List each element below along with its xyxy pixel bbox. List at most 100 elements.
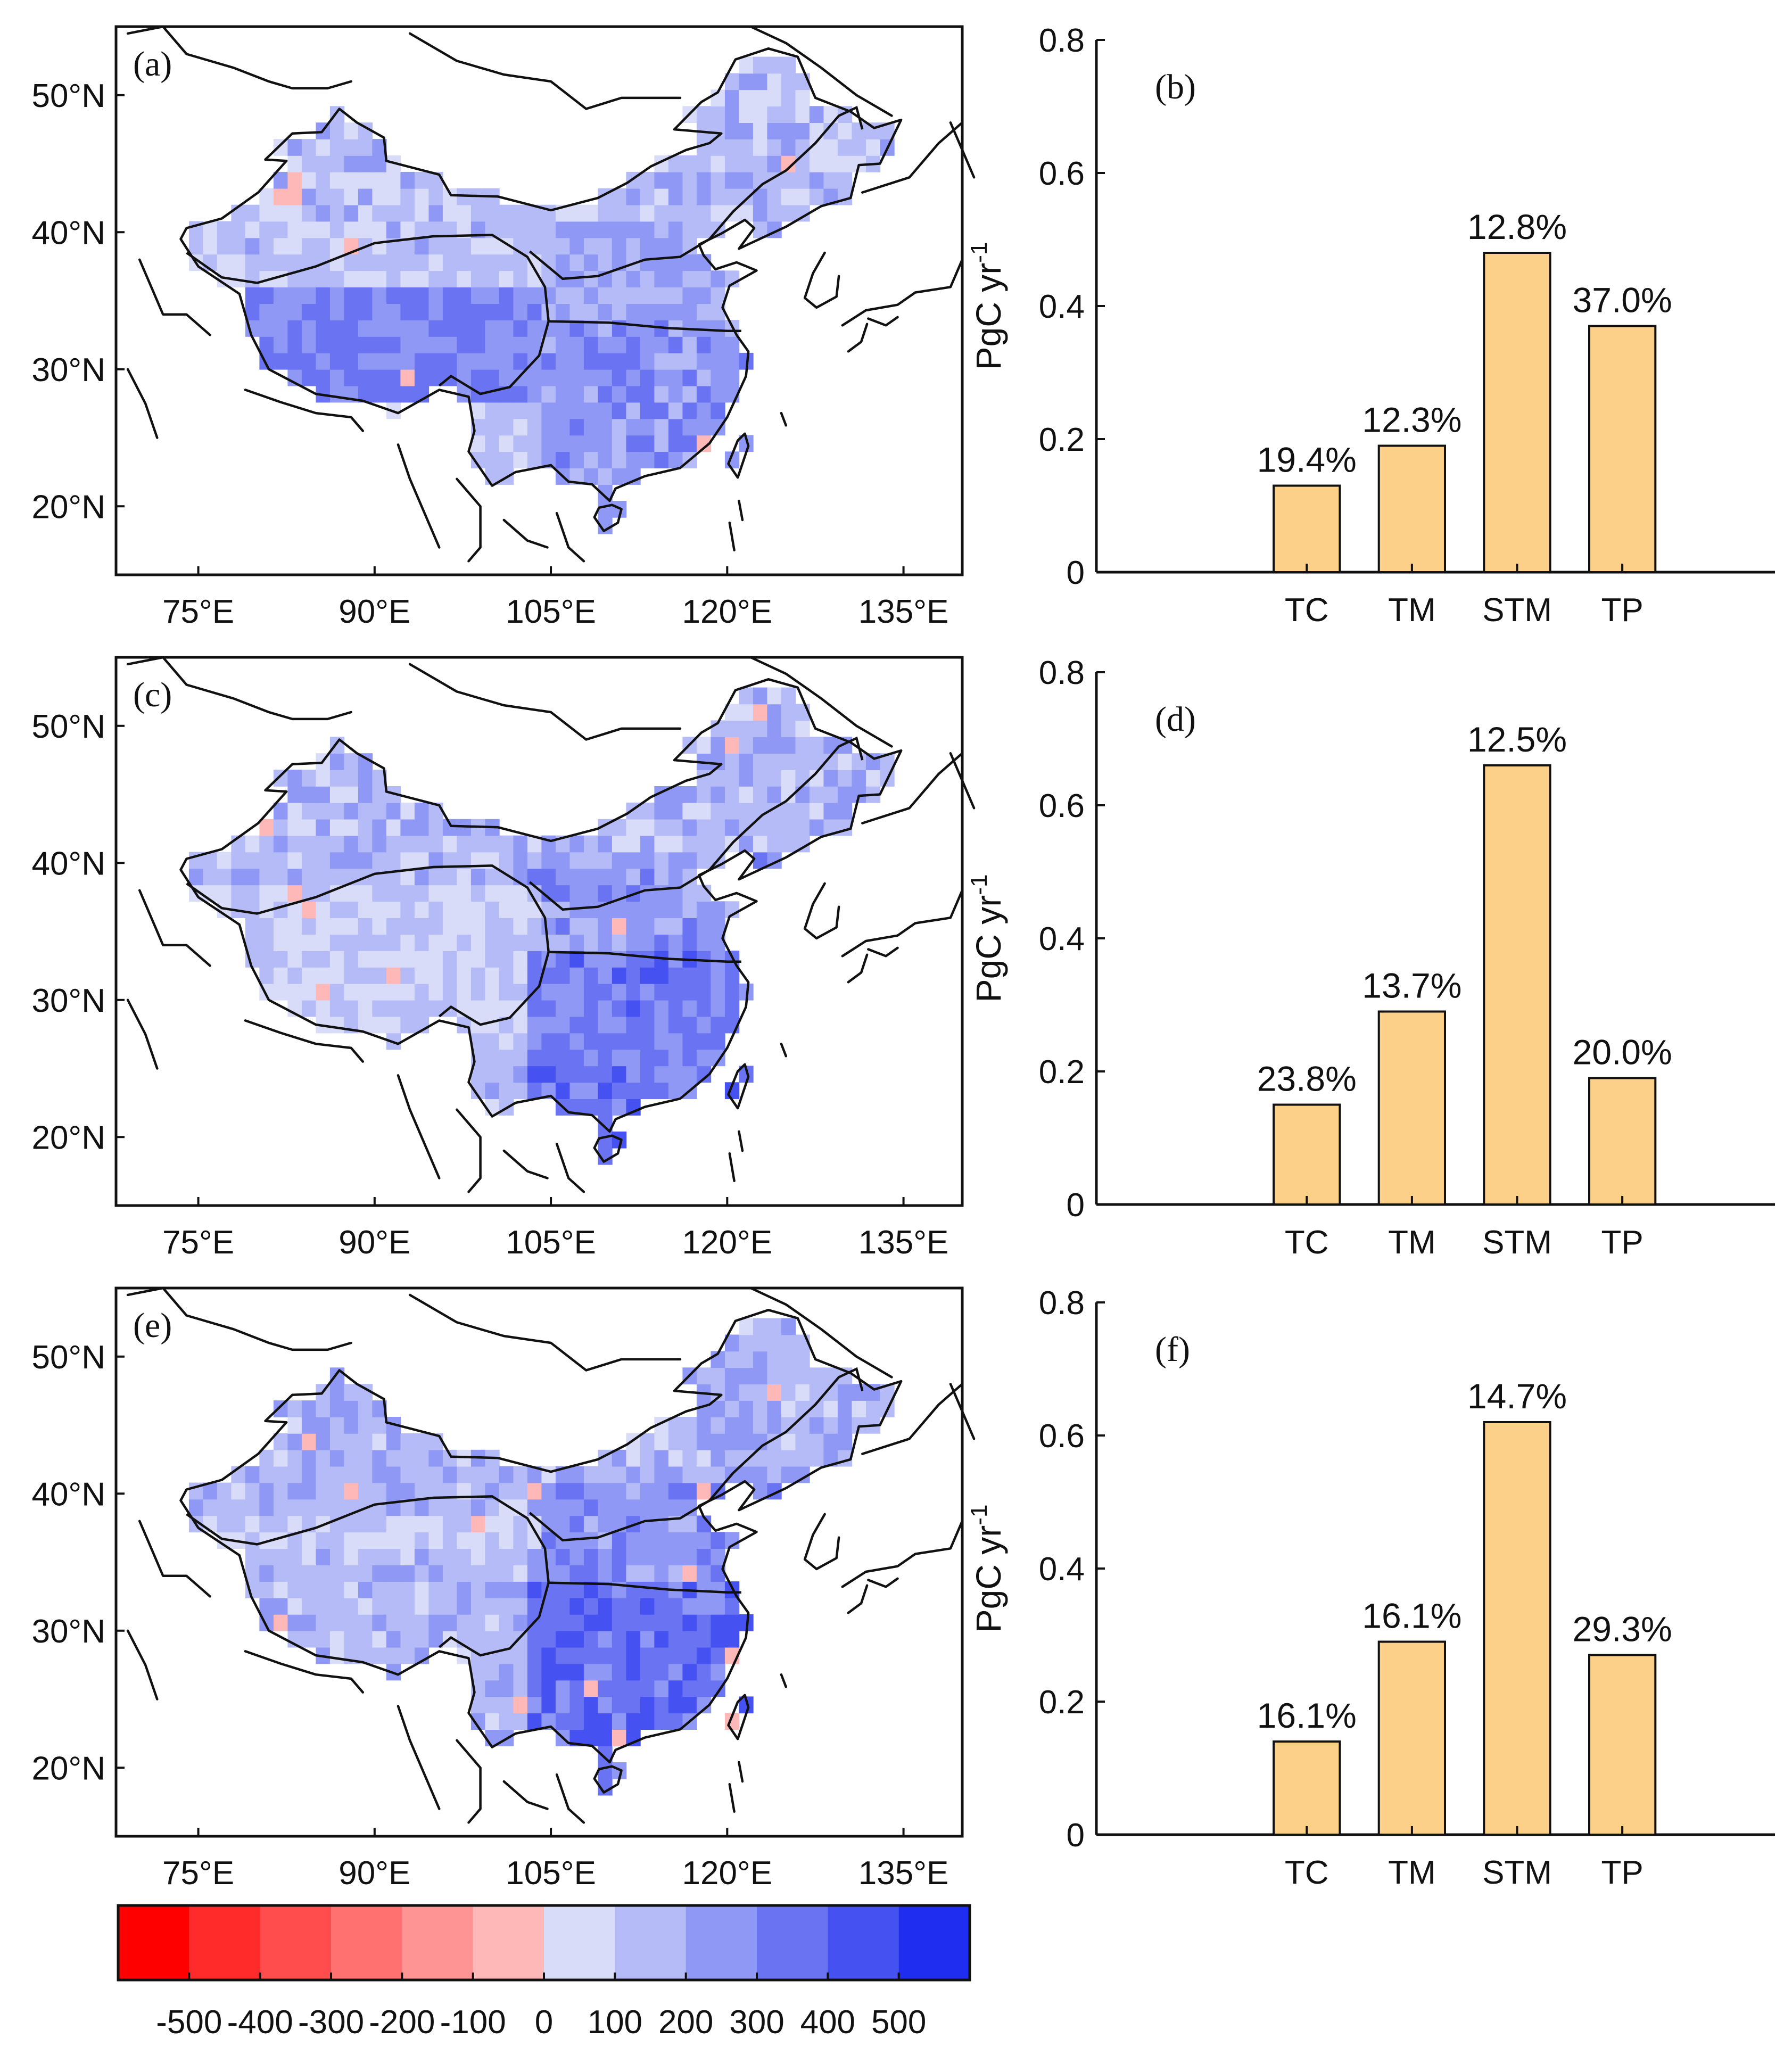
map-cell bbox=[767, 56, 782, 74]
map-cell bbox=[400, 336, 415, 353]
map-cell bbox=[569, 369, 584, 386]
map-cell bbox=[711, 204, 725, 222]
map-cell bbox=[358, 1630, 373, 1648]
map-cell bbox=[344, 1548, 359, 1565]
map-cell bbox=[612, 385, 627, 403]
map-cell bbox=[273, 221, 288, 238]
map-cell bbox=[654, 1482, 669, 1500]
map-cell bbox=[499, 1532, 514, 1549]
map-cell bbox=[711, 1581, 725, 1598]
data-label: 12.8% bbox=[1467, 207, 1567, 246]
map-cell bbox=[654, 868, 669, 886]
map-cell bbox=[795, 737, 810, 754]
map-cell bbox=[259, 918, 274, 935]
map-cell bbox=[654, 188, 669, 205]
map-cell bbox=[668, 188, 683, 205]
map-cell bbox=[767, 704, 782, 721]
map-cell bbox=[485, 1713, 500, 1730]
map-cell bbox=[273, 1433, 288, 1450]
map-cell bbox=[739, 155, 754, 172]
map-cell bbox=[414, 1630, 430, 1648]
map-cell bbox=[301, 1630, 317, 1648]
map-cell bbox=[245, 303, 260, 320]
map-cell bbox=[612, 221, 627, 238]
map-cell bbox=[513, 1696, 528, 1714]
map-cell bbox=[527, 1581, 542, 1598]
map-cell bbox=[372, 385, 387, 403]
map-cell bbox=[287, 320, 302, 337]
map-cell bbox=[527, 852, 542, 869]
map-cell bbox=[301, 786, 317, 803]
map-cell bbox=[414, 221, 430, 238]
bar-panels: 00.20.40.60.8TC19.4%TM12.3%STM12.8%TP37.… bbox=[966, 22, 1775, 1891]
region-boundary-stm bbox=[547, 951, 741, 963]
map-cell bbox=[612, 1082, 627, 1099]
map-cell bbox=[626, 1532, 641, 1549]
map-cell bbox=[358, 171, 373, 189]
map-cell bbox=[259, 951, 274, 968]
y-tick-label: 30°N bbox=[31, 352, 105, 389]
map-cell bbox=[767, 835, 782, 853]
map-cell bbox=[513, 1630, 528, 1648]
map-cell bbox=[527, 1713, 542, 1730]
colorbar-segment bbox=[260, 1905, 332, 1980]
map-cell bbox=[583, 352, 599, 370]
map-cell bbox=[386, 221, 401, 238]
map-cell bbox=[513, 1000, 528, 1017]
map-cell bbox=[372, 1466, 387, 1483]
map-cell bbox=[809, 188, 824, 205]
map-cell bbox=[654, 254, 669, 271]
map-cell bbox=[781, 139, 796, 156]
map-cell bbox=[668, 369, 683, 386]
map-cell bbox=[259, 336, 274, 353]
map-cell bbox=[344, 918, 359, 935]
map-cell bbox=[837, 1417, 853, 1434]
map-cell bbox=[739, 89, 754, 107]
map-cell bbox=[640, 237, 655, 255]
map-cell bbox=[626, 204, 641, 222]
map-cell bbox=[823, 155, 838, 172]
map-cell bbox=[273, 1400, 288, 1417]
map-cell bbox=[583, 1066, 599, 1083]
map-cell bbox=[598, 1614, 613, 1631]
map-cell bbox=[555, 934, 571, 951]
map-cell bbox=[513, 1565, 528, 1582]
map-cell bbox=[583, 1713, 599, 1730]
y-tick-label: 30°N bbox=[31, 1613, 105, 1650]
map-cell bbox=[400, 204, 415, 222]
map-cell bbox=[739, 704, 754, 721]
map-cell bbox=[414, 1565, 430, 1582]
map-cell bbox=[245, 204, 260, 222]
map-cell bbox=[316, 1433, 331, 1450]
map-cell bbox=[414, 1515, 430, 1533]
map-cell bbox=[499, 402, 514, 419]
colorbar-tick-label: -300 bbox=[298, 2004, 364, 2041]
map-cell bbox=[569, 221, 584, 238]
map-cell bbox=[485, 320, 500, 337]
map-cell bbox=[612, 868, 627, 886]
map-cell bbox=[682, 336, 697, 353]
map-cell bbox=[344, 369, 359, 386]
map-cell bbox=[344, 155, 359, 172]
map-cell bbox=[414, 852, 430, 869]
map-cell bbox=[329, 1581, 345, 1598]
map-cell bbox=[400, 802, 415, 820]
map-cell bbox=[316, 1466, 331, 1483]
map-cell bbox=[598, 934, 613, 951]
map-cell bbox=[329, 336, 345, 353]
map-cell bbox=[457, 1565, 472, 1582]
coastline bbox=[397, 1705, 441, 1810]
x-tick-label: 90°E bbox=[338, 1224, 410, 1261]
map-cell bbox=[513, 1082, 528, 1099]
map-cell bbox=[358, 819, 373, 836]
map-cell bbox=[541, 1630, 556, 1648]
map-cell bbox=[329, 1548, 345, 1565]
map-cell bbox=[428, 1581, 443, 1598]
map-cell bbox=[767, 1400, 782, 1417]
map-cell bbox=[696, 1367, 712, 1384]
map-cell bbox=[711, 1598, 725, 1615]
map-cell bbox=[386, 901, 401, 918]
map-cell bbox=[470, 237, 486, 255]
map-cell bbox=[513, 901, 528, 918]
map-cell bbox=[612, 188, 627, 205]
